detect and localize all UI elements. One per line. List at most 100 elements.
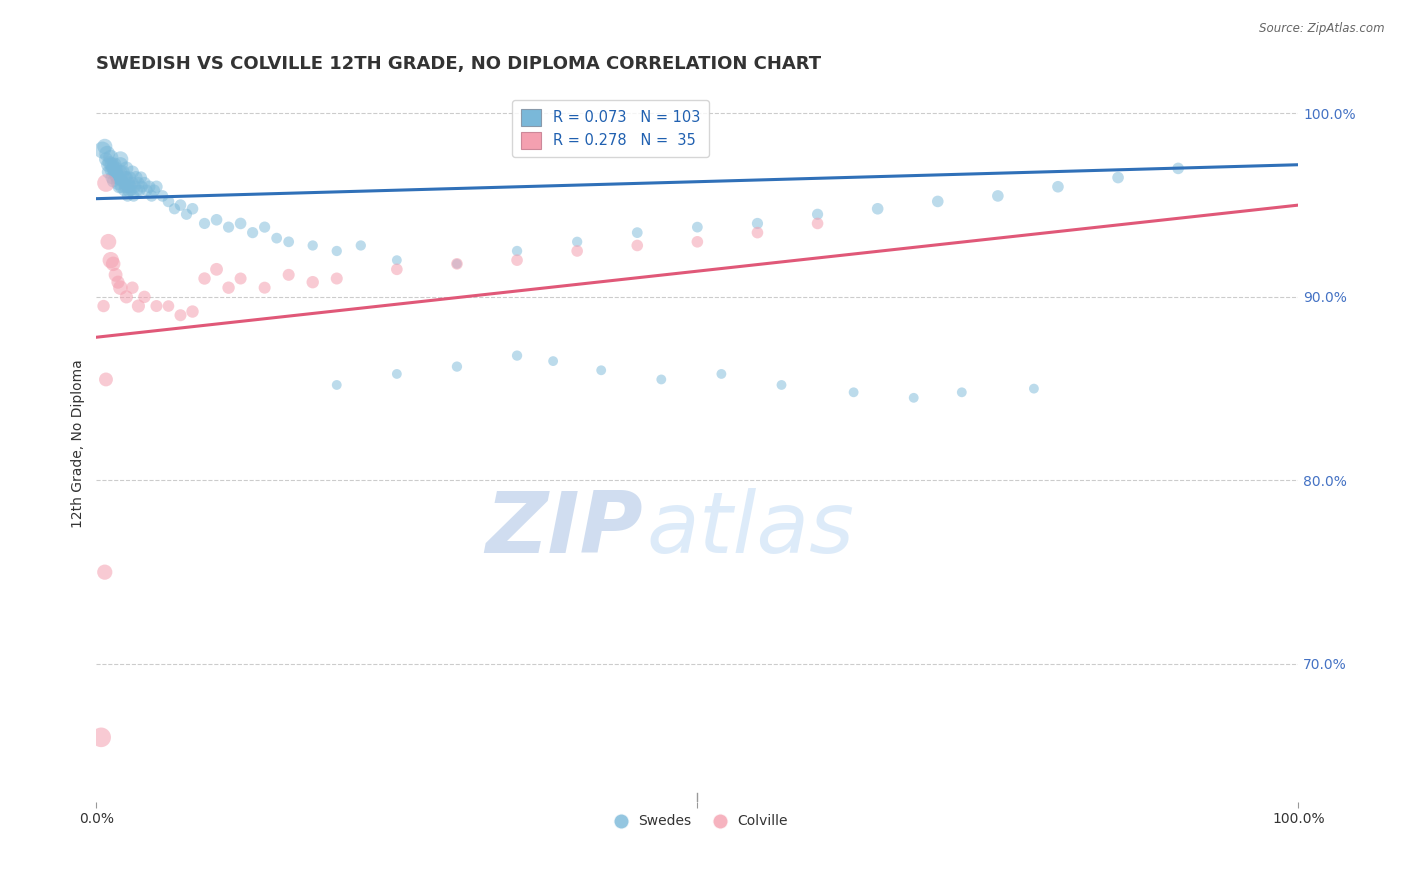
Point (108, 172, 131, 186)
Point (266, 231, 288, 245)
Point (218, 220, 240, 235)
Point (101, 161, 124, 176)
Point (446, 359, 468, 374)
Point (110, 172, 132, 186)
Point (927, 194, 949, 209)
Text: atlas: atlas (647, 488, 855, 571)
Text: ZIP: ZIP (485, 488, 644, 571)
Point (112, 176, 135, 190)
Point (770, 378, 793, 392)
Point (1167, 161, 1189, 176)
Point (118, 170, 141, 185)
Point (110, 179, 132, 194)
Text: SWEDISH VS COLVILLE 12TH GRADE, NO DIPLOMA CORRELATION CHART: SWEDISH VS COLVILLE 12TH GRADE, NO DIPLO… (97, 55, 821, 73)
Point (176, 207, 198, 221)
Point (107, 275, 129, 289)
Point (152, 189, 174, 203)
Point (326, 271, 349, 285)
Point (163, 202, 186, 216)
Point (950, 385, 973, 400)
Point (98, 156, 121, 170)
Point (253, 220, 276, 235)
Point (145, 299, 167, 313)
Y-axis label: 12th Grade, No Diploma: 12th Grade, No Diploma (72, 359, 86, 528)
Point (747, 226, 769, 240)
Point (806, 217, 828, 231)
Point (101, 170, 124, 185)
Point (229, 271, 252, 285)
Point (110, 165, 132, 179)
Point (120, 183, 142, 197)
Point (104, 268, 127, 282)
Point (565, 244, 588, 258)
Point (277, 235, 299, 249)
Point (114, 170, 136, 185)
Point (118, 179, 141, 194)
Point (93, 299, 115, 313)
Point (128, 183, 150, 197)
Point (565, 235, 588, 249)
Point (131, 179, 153, 194)
Point (446, 257, 468, 271)
Point (107, 169, 129, 183)
Point (842, 385, 865, 400)
Point (107, 176, 129, 190)
Point (108, 179, 131, 194)
Point (242, 226, 264, 240)
Point (205, 212, 228, 227)
Point (710, 367, 733, 381)
Point (117, 179, 139, 194)
Point (747, 217, 769, 231)
Point (301, 238, 323, 252)
Point (385, 367, 408, 381)
Point (626, 226, 648, 240)
Point (105, 170, 128, 185)
Point (277, 268, 299, 282)
Point (127, 299, 149, 313)
Point (97, 235, 120, 249)
Text: Source: ZipAtlas.com: Source: ZipAtlas.com (1260, 22, 1385, 36)
Point (169, 198, 191, 212)
Point (141, 189, 163, 203)
Point (193, 271, 215, 285)
Point (135, 183, 157, 197)
Point (157, 299, 180, 313)
Point (157, 194, 180, 209)
Point (125, 170, 148, 185)
Point (97, 158, 120, 172)
Point (114, 179, 136, 194)
Point (104, 161, 127, 176)
Point (138, 179, 160, 194)
Point (111, 165, 134, 179)
Point (115, 290, 138, 304)
Point (124, 179, 146, 194)
Point (118, 176, 141, 190)
Point (101, 257, 124, 271)
Point (115, 170, 138, 185)
Point (100, 150, 122, 164)
Legend: Swedes, Colville: Swedes, Colville (602, 809, 793, 834)
Point (121, 165, 143, 179)
Point (506, 253, 529, 268)
Point (650, 372, 672, 386)
Point (94, 139, 117, 153)
Point (866, 202, 889, 216)
Point (145, 179, 167, 194)
Point (97, 165, 120, 179)
Point (94, 565, 117, 579)
Point (253, 281, 276, 295)
Point (205, 262, 228, 277)
Point (115, 161, 138, 176)
Point (686, 220, 709, 235)
Point (134, 290, 156, 304)
Point (446, 257, 468, 271)
Point (91, 143, 114, 157)
Point (385, 253, 408, 268)
Point (105, 165, 128, 179)
Point (112, 183, 135, 197)
Point (101, 174, 124, 188)
Point (121, 281, 143, 295)
Point (350, 238, 373, 252)
Point (94, 152, 117, 166)
Point (134, 176, 156, 190)
